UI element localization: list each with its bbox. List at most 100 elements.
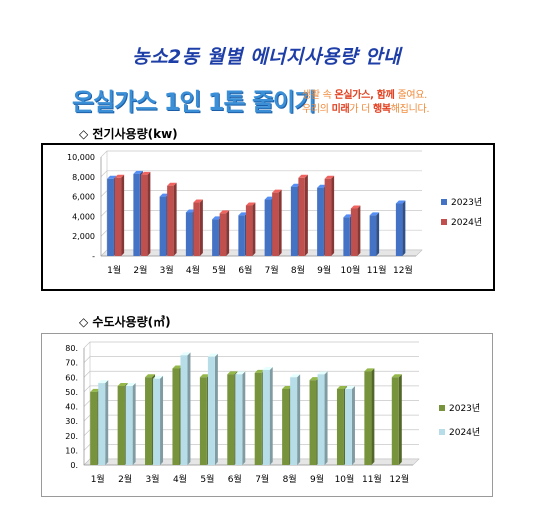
x-tick-label: 7월 — [265, 264, 279, 276]
bar-side — [132, 383, 136, 465]
electricity-section-title: ◇ 전기사용량(kw) — [79, 127, 178, 141]
bar-side — [173, 182, 177, 256]
slogan-sub-emphasis: 행복 — [372, 104, 391, 115]
bar-top — [227, 371, 238, 375]
bar-top — [254, 369, 265, 373]
x-tick-label: 11월 — [362, 473, 382, 485]
bar-front — [336, 388, 344, 465]
bar-top — [395, 200, 406, 204]
bar-side — [160, 375, 164, 465]
bar-front — [272, 192, 279, 256]
bar-top — [114, 174, 125, 178]
bar-top — [238, 212, 248, 216]
gridline — [83, 341, 419, 349]
bar — [262, 366, 273, 465]
x-tick-label: 3월 — [146, 473, 160, 485]
bar-top — [391, 374, 402, 378]
x-tick-label: 2월 — [118, 473, 132, 485]
bar-front — [107, 178, 114, 256]
legend-label: 2023년 — [449, 403, 480, 414]
bar-side — [214, 353, 218, 465]
bar-front — [344, 388, 352, 465]
x-tick-label: 11월 — [367, 264, 387, 276]
bar — [298, 174, 308, 256]
slogan-sub-text: 우리의 — [302, 104, 332, 115]
slogan-sub-emphasis: 미래 — [331, 104, 350, 115]
bar-front — [290, 377, 298, 465]
x-tick-label: 4월 — [173, 473, 187, 485]
electricity-chart-frame: - 2,000 4,000 6,000 8,000 10,000 1월 2월 3월 4월 5월 6월 7… — [41, 143, 495, 291]
bar — [207, 353, 218, 465]
x-tick-label: 4월 — [186, 264, 200, 276]
bar-front — [140, 174, 148, 256]
bar-top — [298, 174, 308, 178]
bar-front — [98, 383, 106, 465]
bar-top — [167, 182, 177, 186]
bar-front — [264, 199, 272, 256]
bar-top — [317, 371, 328, 375]
bar-top — [180, 352, 191, 356]
bar-top — [172, 365, 183, 369]
bar — [245, 202, 256, 256]
bar-top — [159, 193, 170, 197]
legend-label: 2023년 — [451, 197, 482, 208]
bar-front — [172, 368, 180, 465]
x-tick-label: 9월 — [317, 264, 331, 276]
y-tick-label: 50. — [65, 388, 78, 397]
bar-front — [219, 213, 227, 256]
bar-front — [298, 177, 305, 256]
slogan-sub-text: 줄여요. — [394, 90, 428, 101]
y-tick-label: 4,000 — [72, 212, 95, 221]
bar — [180, 352, 191, 465]
gridline — [83, 356, 419, 363]
bar — [364, 368, 375, 465]
bar-top — [125, 383, 136, 387]
bar — [153, 375, 164, 465]
bar-front — [180, 355, 188, 465]
x-tick-label: 8월 — [283, 473, 297, 485]
bar — [114, 174, 125, 256]
bar-side — [199, 199, 203, 256]
bar — [290, 374, 301, 465]
y-tick-label: 30. — [65, 417, 78, 426]
slogan-banner: 온실가스 1인 1톤 줄이기 — [72, 88, 316, 116]
bars — [107, 170, 406, 256]
bar-top — [107, 175, 117, 179]
bar-top — [317, 184, 327, 188]
y-tick-label: 2,000 — [72, 232, 95, 241]
x-tick-label: 12월 — [393, 264, 413, 276]
bar-front — [317, 374, 325, 465]
bar-front — [317, 187, 324, 256]
y-tick-label: 8,000 — [72, 173, 95, 182]
x-tick-label: 7월 — [255, 473, 269, 485]
bar-front — [238, 215, 245, 256]
bar-side — [304, 174, 308, 256]
y-tick-label: - — [92, 252, 95, 261]
bar-side — [187, 352, 191, 465]
y-tick-label: 40. — [65, 403, 78, 412]
bar — [193, 199, 203, 256]
y-tick-label: 0. — [70, 461, 78, 470]
bar-top — [219, 210, 230, 214]
bar-front — [282, 388, 290, 465]
bar-front — [364, 371, 372, 465]
bar — [369, 212, 380, 256]
bar-front — [114, 177, 122, 256]
y-tick-label: 10,000 — [67, 153, 95, 162]
bar-front — [350, 208, 358, 256]
bar — [350, 205, 361, 256]
bar-side — [252, 202, 256, 256]
bar-front — [199, 377, 207, 465]
bar-front — [262, 369, 270, 465]
bar-side — [371, 368, 375, 465]
bar — [324, 175, 335, 256]
x-tick-label: 3월 — [160, 264, 174, 276]
x-tick-label: 1월 — [91, 473, 105, 485]
x-tick-label: 10월 — [335, 473, 355, 485]
bar-side — [242, 371, 246, 465]
bar-top — [336, 385, 347, 389]
legend-label: 2024년 — [451, 217, 482, 228]
bar-side — [269, 366, 273, 465]
bar-top — [264, 196, 275, 200]
bar-front — [125, 386, 133, 465]
